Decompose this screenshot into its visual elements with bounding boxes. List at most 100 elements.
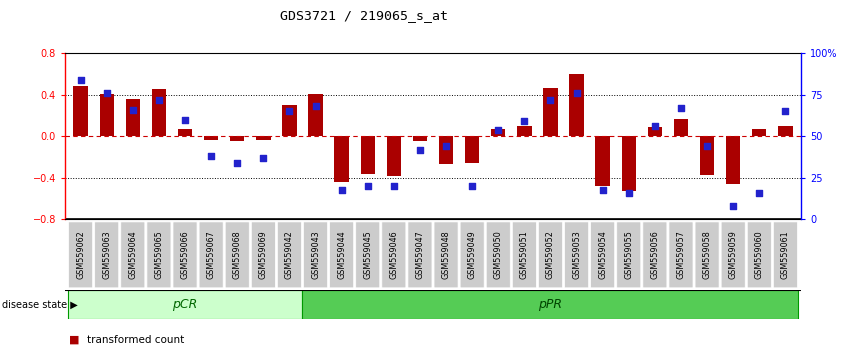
Bar [282, 105, 297, 136]
Text: GSM559045: GSM559045 [363, 230, 372, 279]
Bar [302, 290, 798, 319]
Text: GSM559060: GSM559060 [755, 230, 764, 279]
Text: GSM559047: GSM559047 [416, 230, 424, 279]
Bar [465, 136, 480, 163]
Point [727, 203, 740, 209]
Text: GSM559050: GSM559050 [494, 230, 503, 279]
FancyBboxPatch shape [591, 222, 615, 288]
FancyBboxPatch shape [513, 222, 536, 288]
Text: ■: ■ [69, 335, 80, 345]
Text: pCR: pCR [172, 298, 197, 311]
Text: GSM559062: GSM559062 [76, 230, 85, 279]
FancyBboxPatch shape [747, 222, 772, 288]
Point [570, 90, 584, 96]
Bar [100, 94, 114, 136]
Point [544, 97, 558, 103]
Text: GSM559043: GSM559043 [311, 230, 320, 279]
FancyBboxPatch shape [199, 222, 223, 288]
Text: GSM559046: GSM559046 [390, 230, 398, 279]
Point [204, 153, 218, 159]
Bar [74, 86, 87, 136]
FancyBboxPatch shape [68, 222, 93, 288]
Point [517, 119, 531, 124]
Text: GSM559059: GSM559059 [728, 230, 738, 279]
Point [178, 117, 192, 122]
Point [100, 90, 113, 96]
FancyBboxPatch shape [460, 222, 484, 288]
Text: GSM559057: GSM559057 [676, 230, 686, 279]
Point [230, 160, 244, 166]
Point [491, 127, 505, 132]
Bar [543, 88, 558, 136]
Point [308, 103, 322, 109]
Point [387, 183, 401, 189]
Bar [779, 126, 792, 136]
Text: GSM559064: GSM559064 [128, 230, 138, 279]
Text: GSM559052: GSM559052 [546, 230, 555, 279]
Bar [386, 136, 401, 176]
Point [439, 143, 453, 149]
Bar [308, 94, 323, 136]
Bar [152, 90, 166, 136]
Point [700, 143, 714, 149]
FancyBboxPatch shape [147, 222, 171, 288]
FancyBboxPatch shape [721, 222, 745, 288]
Bar [726, 136, 740, 184]
Text: disease state ▶: disease state ▶ [2, 299, 77, 309]
Text: transformed count: transformed count [87, 335, 184, 345]
Text: GSM559063: GSM559063 [102, 230, 111, 279]
Bar [674, 119, 688, 136]
FancyBboxPatch shape [303, 222, 327, 288]
Text: GSM559044: GSM559044 [337, 230, 346, 279]
Text: GSM559056: GSM559056 [650, 230, 659, 279]
FancyBboxPatch shape [94, 222, 119, 288]
FancyBboxPatch shape [251, 222, 275, 288]
Bar [491, 129, 506, 136]
Point [335, 187, 349, 192]
FancyBboxPatch shape [356, 222, 380, 288]
FancyBboxPatch shape [330, 222, 353, 288]
Bar [700, 136, 714, 175]
Bar [68, 290, 302, 319]
FancyBboxPatch shape [773, 222, 798, 288]
Bar [648, 127, 662, 136]
Text: GSM559069: GSM559069 [259, 230, 268, 279]
Point [256, 155, 270, 161]
Point [596, 187, 610, 192]
Bar [204, 136, 218, 141]
FancyBboxPatch shape [121, 222, 145, 288]
FancyBboxPatch shape [695, 222, 719, 288]
Point [622, 190, 636, 196]
Text: GSM559048: GSM559048 [442, 230, 450, 279]
FancyBboxPatch shape [225, 222, 249, 288]
Point [753, 190, 766, 196]
Text: GSM559058: GSM559058 [702, 230, 712, 279]
Text: GSM559042: GSM559042 [285, 230, 294, 279]
Bar [517, 126, 532, 136]
Bar [439, 136, 453, 164]
Bar [230, 136, 244, 142]
Point [465, 183, 479, 189]
Text: GSM559051: GSM559051 [520, 230, 529, 279]
Text: GSM559055: GSM559055 [624, 230, 633, 279]
Text: GSM559061: GSM559061 [781, 230, 790, 279]
Point [648, 124, 662, 129]
FancyBboxPatch shape [617, 222, 641, 288]
Point [779, 109, 792, 114]
Bar [126, 99, 140, 136]
Text: GSM559065: GSM559065 [154, 230, 164, 279]
Text: GSM559054: GSM559054 [598, 230, 607, 279]
Point [413, 147, 427, 153]
Point [282, 109, 296, 114]
FancyBboxPatch shape [382, 222, 406, 288]
Text: GSM559053: GSM559053 [572, 230, 581, 279]
Point [674, 105, 688, 111]
FancyBboxPatch shape [669, 222, 693, 288]
Text: GSM559067: GSM559067 [207, 230, 216, 279]
Text: pPR: pPR [539, 298, 562, 311]
Point [126, 107, 139, 113]
FancyBboxPatch shape [408, 222, 432, 288]
FancyBboxPatch shape [643, 222, 667, 288]
Point [74, 77, 87, 82]
Bar [334, 136, 349, 182]
